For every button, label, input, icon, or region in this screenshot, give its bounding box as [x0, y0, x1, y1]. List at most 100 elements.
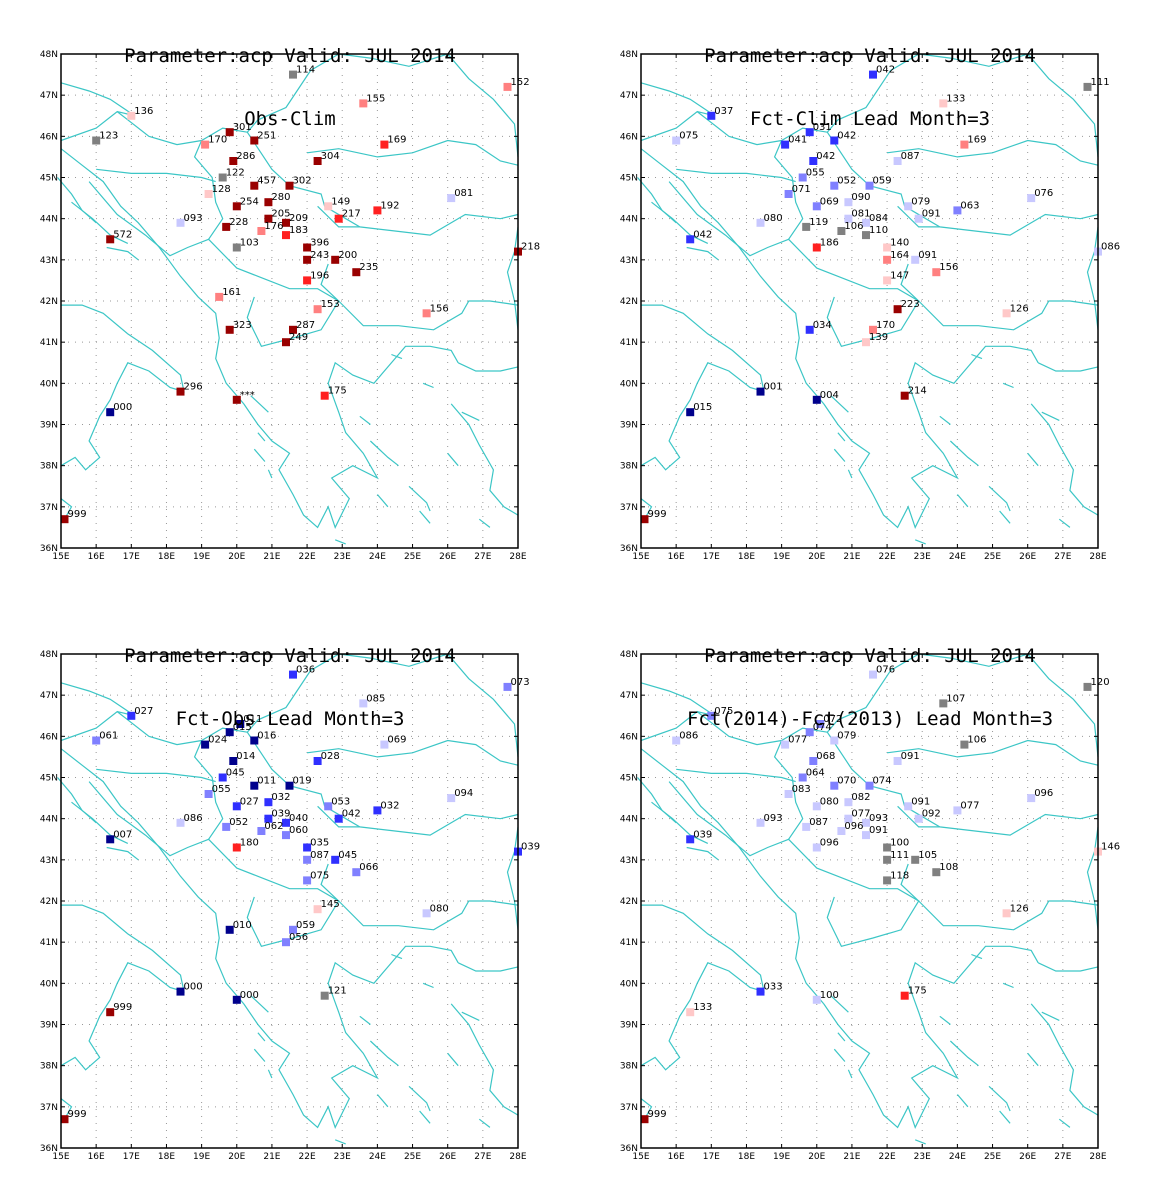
station-label: 075 — [679, 131, 698, 142]
station-marker — [232, 802, 241, 811]
station-marker — [830, 781, 839, 790]
coastline — [847, 469, 853, 479]
station-marker — [176, 218, 185, 227]
coastline — [193, 140, 340, 348]
station-label: 042 — [837, 131, 856, 142]
station-label: 092 — [922, 809, 941, 820]
station-label: 175 — [908, 986, 927, 997]
station-label: 037 — [714, 106, 733, 117]
station-marker — [232, 395, 241, 404]
station-marker — [862, 818, 870, 827]
coastline — [253, 1048, 266, 1062]
coastline — [956, 1094, 969, 1108]
station-label: 121 — [328, 986, 347, 997]
x-tick-label: 22E — [879, 552, 896, 562]
station-label: 086 — [679, 731, 698, 742]
coastline — [676, 168, 796, 183]
station-label: 217 — [342, 209, 361, 220]
station-marker — [218, 773, 227, 782]
x-tick-label: 21E — [843, 1152, 860, 1162]
station-marker — [869, 670, 877, 679]
y-tick-label: 44N — [620, 215, 638, 225]
panel-title-line2: Fct-Obs Lead Month=3 — [175, 708, 405, 730]
station-marker — [869, 325, 877, 334]
station-marker — [285, 181, 294, 190]
coastline — [422, 382, 434, 389]
station-marker — [250, 136, 259, 145]
coastline — [640, 148, 825, 405]
station-marker — [334, 214, 343, 223]
x-tick-label: 21E — [843, 552, 860, 562]
station-marker — [932, 268, 941, 277]
coastline — [949, 1040, 979, 1067]
station-label: 032 — [380, 800, 399, 811]
x-tick-label: 18E — [158, 552, 175, 562]
coastlines — [57, 653, 519, 1145]
coastline — [60, 110, 248, 146]
station-marker — [232, 995, 241, 1004]
x-tick-label: 18E — [158, 1152, 175, 1162]
station-marker — [176, 987, 185, 996]
coastline — [478, 518, 491, 528]
coastline — [914, 539, 926, 545]
y-tick-label: 37N — [40, 1103, 58, 1113]
station-marker — [282, 231, 290, 240]
coastline — [422, 982, 434, 989]
coastline — [307, 139, 519, 166]
coastline — [338, 653, 519, 757]
coastline — [359, 1015, 371, 1025]
station-marker — [201, 740, 210, 749]
station-marker — [883, 876, 892, 885]
x-tick-label: 19E — [193, 1152, 210, 1162]
station-marker — [844, 798, 853, 807]
station-label: 196 — [310, 270, 329, 281]
x-tick-label: 19E — [773, 1152, 790, 1162]
coastline — [391, 953, 403, 960]
panel-title-line1: Parameter:acp Valid: JUL 2014 — [704, 645, 1036, 667]
station-label: 045 — [338, 850, 357, 861]
station-label: 280 — [271, 192, 290, 203]
x-tick-label: 22E — [299, 1152, 316, 1162]
station-marker — [218, 173, 227, 182]
station-label: 045 — [226, 768, 245, 779]
coastline — [461, 411, 480, 421]
coastline — [391, 353, 403, 360]
station-label: 103 — [240, 238, 259, 249]
station-label: 042 — [342, 809, 361, 820]
station-label: 086 — [1101, 242, 1120, 253]
station-label: 100 — [820, 990, 839, 1001]
map-panel-fct-diff: Parameter:acp Valid: JUL 2014 Fct(2014)-… — [580, 600, 1160, 1200]
coastline — [651, 201, 709, 244]
coastline — [369, 440, 399, 467]
station-marker — [1083, 682, 1092, 691]
station-marker — [1002, 309, 1011, 318]
y-tick-label: 47N — [620, 691, 638, 701]
y-tick-label: 46N — [620, 732, 638, 742]
station-marker — [812, 995, 821, 1004]
coastline — [250, 995, 269, 1013]
station-label: 077 — [851, 809, 870, 820]
station-label: 106 — [967, 735, 986, 746]
x-tick-label: 20E — [808, 1152, 825, 1162]
station-label: 074 — [873, 776, 892, 787]
station-marker — [756, 387, 765, 396]
station-marker — [904, 802, 913, 811]
station-marker — [106, 235, 115, 244]
station-marker — [257, 827, 266, 835]
y-tick-label: 44N — [40, 215, 58, 225]
station-label: 079 — [837, 731, 856, 742]
coastline — [971, 953, 983, 960]
coastline — [686, 846, 719, 861]
station-label: 156 — [430, 303, 449, 314]
station-marker — [303, 855, 312, 864]
x-tick-label: 21E — [263, 552, 280, 562]
station-label: 001 — [764, 382, 783, 393]
coastline — [106, 846, 139, 861]
coastline — [243, 345, 459, 529]
y-tick-label: 42N — [40, 897, 58, 907]
panel-title: Parameter:acp Valid: JUL 2014 Fct(2014)-… — [580, 604, 1160, 772]
y-tick-label: 43N — [40, 856, 58, 866]
y-tick-label: 48N — [40, 650, 58, 660]
station-label: 075 — [714, 706, 733, 717]
